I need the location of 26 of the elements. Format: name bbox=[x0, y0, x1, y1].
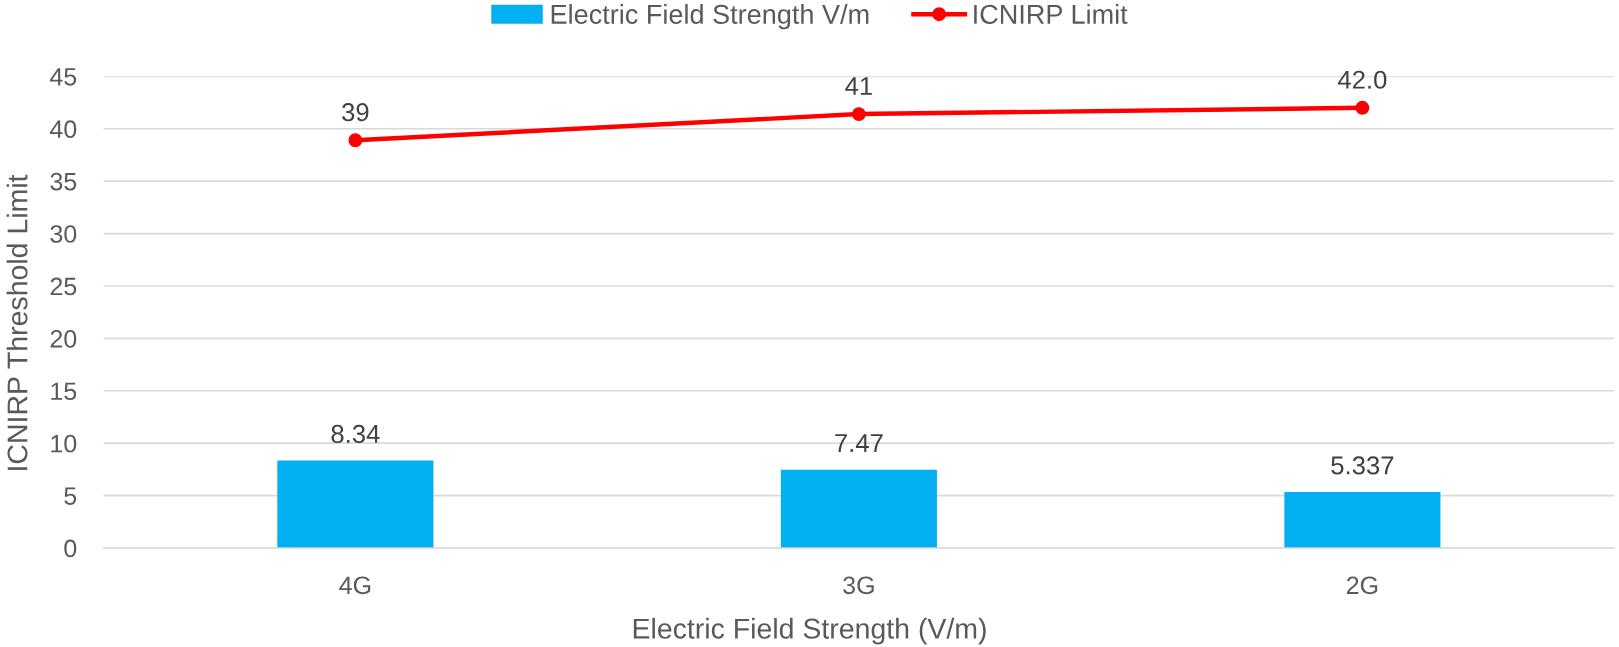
y-tick-label: 0 bbox=[64, 539, 77, 558]
data-label: 39 bbox=[342, 103, 369, 122]
y-tick-label: 10 bbox=[51, 434, 77, 453]
x-axis-title: Electric Field Strength (V/m) bbox=[633, 617, 986, 645]
point bbox=[348, 133, 363, 148]
y-axis-title: ICNIRP Threshold Limit bbox=[6, 174, 28, 470]
legend-label: ICNIRP Limit bbox=[974, 4, 1128, 24]
data-label: 41 bbox=[845, 77, 872, 95]
data-label: 8.34 bbox=[331, 424, 380, 444]
y-tick-label: 5 bbox=[64, 487, 77, 505]
legend-label: Electric Field Strength V/m bbox=[551, 4, 869, 30]
x-tick-label: 2G bbox=[1346, 576, 1378, 595]
point bbox=[851, 107, 866, 122]
x-tick-label: 3G bbox=[843, 576, 874, 595]
y-tick-label: 20 bbox=[50, 329, 77, 348]
data-label: 5.337 bbox=[1331, 456, 1394, 475]
point bbox=[1355, 100, 1370, 115]
y-tick-label: 45 bbox=[50, 68, 77, 86]
y-tick-label: 35 bbox=[50, 172, 77, 191]
data-label: 42.0 bbox=[1337, 70, 1387, 89]
x-tick-label: 4G bbox=[339, 576, 371, 595]
y-tick-label: 40 bbox=[50, 120, 77, 139]
y-tick-label: 15 bbox=[51, 382, 77, 401]
y-tick-label: 25 bbox=[50, 277, 77, 296]
y-tick-label: 30 bbox=[50, 225, 77, 243]
data-label: 7.47 bbox=[835, 434, 883, 452]
